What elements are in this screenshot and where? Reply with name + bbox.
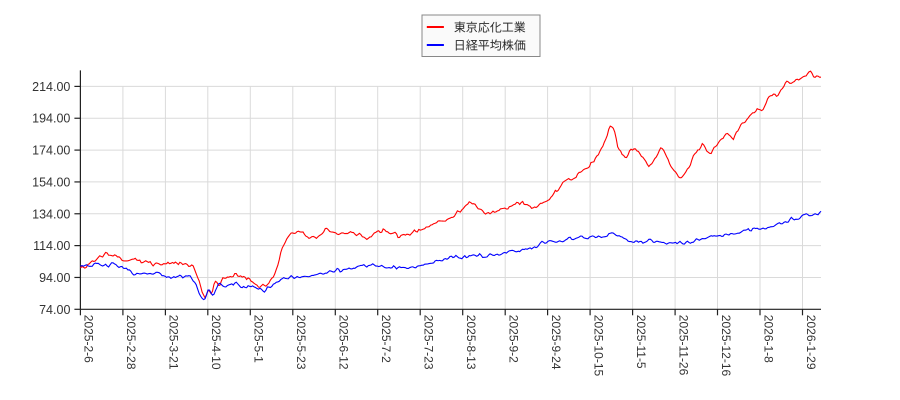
svg-text:東京応化工業: 東京応化工業 [454, 19, 526, 36]
svg-text:154.00: 154.00 [32, 175, 70, 189]
svg-text:2025-9-24: 2025-9-24 [549, 315, 563, 370]
svg-text:2025-7-23: 2025-7-23 [422, 315, 436, 370]
svg-text:2026-1-8: 2026-1-8 [761, 315, 775, 363]
svg-text:日経平均株価: 日経平均株価 [454, 37, 526, 54]
svg-text:2025-12-16: 2025-12-16 [719, 315, 733, 377]
svg-text:2025-5-1: 2025-5-1 [252, 315, 266, 363]
svg-text:2026-1-29: 2026-1-29 [804, 315, 818, 370]
svg-text:2025-10-15: 2025-10-15 [591, 315, 605, 377]
svg-text:2025-2-28: 2025-2-28 [124, 315, 138, 370]
svg-text:2025-11-5: 2025-11-5 [634, 315, 648, 369]
svg-text:194.00: 194.00 [32, 112, 70, 126]
svg-text:2025-6-12: 2025-6-12 [337, 315, 351, 370]
svg-text:94.00: 94.00 [39, 271, 70, 285]
svg-text:2025-11-26: 2025-11-26 [676, 315, 690, 376]
svg-text:2025-4-10: 2025-4-10 [209, 315, 223, 370]
svg-text:174.00: 174.00 [32, 144, 70, 158]
svg-text:2025-7-2: 2025-7-2 [379, 315, 393, 363]
svg-text:2025-9-2: 2025-9-2 [507, 315, 521, 363]
svg-text:134.00: 134.00 [32, 207, 70, 221]
svg-text:2025-8-13: 2025-8-13 [464, 315, 478, 370]
svg-text:214.00: 214.00 [32, 80, 70, 94]
svg-text:2025-5-23: 2025-5-23 [294, 315, 308, 370]
svg-text:74.00: 74.00 [39, 303, 70, 317]
svg-text:114.00: 114.00 [33, 239, 70, 253]
svg-text:2025-2-6: 2025-2-6 [82, 315, 96, 363]
svg-text:2025-3-21: 2025-3-21 [167, 315, 181, 370]
